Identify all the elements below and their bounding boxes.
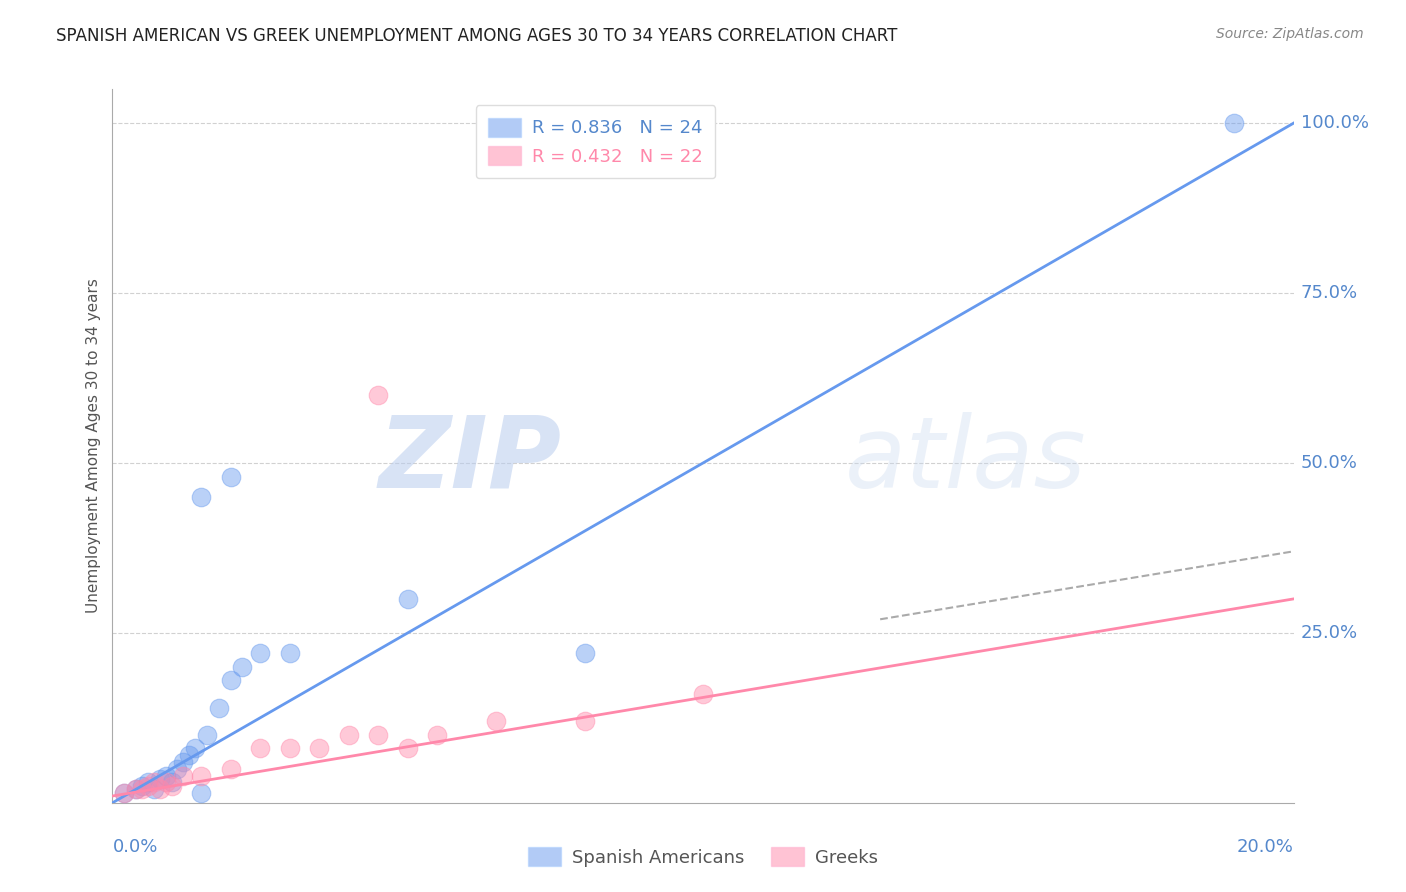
Text: 25.0%: 25.0% xyxy=(1301,624,1358,642)
Point xyxy=(367,388,389,402)
Point xyxy=(278,646,301,660)
Point xyxy=(219,762,242,776)
Point xyxy=(172,769,194,783)
Text: 75.0%: 75.0% xyxy=(1301,284,1358,302)
Text: 50.0%: 50.0% xyxy=(1301,454,1357,472)
Point xyxy=(219,673,242,688)
Point xyxy=(574,714,596,729)
Point xyxy=(308,741,330,756)
Point xyxy=(337,728,360,742)
Point xyxy=(155,775,177,789)
Point xyxy=(190,786,212,800)
Point xyxy=(485,714,508,729)
Point xyxy=(1223,116,1246,130)
Point xyxy=(142,782,165,797)
Point xyxy=(184,741,207,756)
Point xyxy=(125,782,148,797)
Point xyxy=(396,591,419,606)
Point xyxy=(136,779,159,793)
Point xyxy=(249,741,271,756)
Point xyxy=(172,755,194,769)
Text: 0.0%: 0.0% xyxy=(112,838,157,856)
Point xyxy=(149,772,172,786)
Point xyxy=(160,775,183,789)
Text: ZIP: ZIP xyxy=(378,412,561,508)
Point xyxy=(195,728,218,742)
Text: 100.0%: 100.0% xyxy=(1301,114,1368,132)
Point xyxy=(278,741,301,756)
Point xyxy=(160,779,183,793)
Point xyxy=(131,782,153,797)
Point xyxy=(142,775,165,789)
Point xyxy=(112,786,135,800)
Legend: R = 0.836   N = 24, R = 0.432   N = 22: R = 0.836 N = 24, R = 0.432 N = 22 xyxy=(475,105,716,178)
Point xyxy=(249,646,271,660)
Point xyxy=(426,728,449,742)
Point xyxy=(231,660,253,674)
Point xyxy=(367,728,389,742)
Point xyxy=(574,646,596,660)
Y-axis label: Unemployment Among Ages 30 to 34 years: Unemployment Among Ages 30 to 34 years xyxy=(86,278,101,614)
Text: Source: ZipAtlas.com: Source: ZipAtlas.com xyxy=(1216,27,1364,41)
Point xyxy=(112,786,135,800)
Point xyxy=(396,741,419,756)
Point xyxy=(190,769,212,783)
Text: 20.0%: 20.0% xyxy=(1237,838,1294,856)
Point xyxy=(692,687,714,701)
Text: SPANISH AMERICAN VS GREEK UNEMPLOYMENT AMONG AGES 30 TO 34 YEARS CORRELATION CHA: SPANISH AMERICAN VS GREEK UNEMPLOYMENT A… xyxy=(56,27,897,45)
Point xyxy=(219,469,242,483)
Point xyxy=(155,769,177,783)
Point xyxy=(208,700,231,714)
Point xyxy=(131,779,153,793)
Point xyxy=(166,762,188,776)
Text: atlas: atlas xyxy=(845,412,1087,508)
Point xyxy=(149,782,172,797)
Point xyxy=(125,782,148,797)
Legend: Spanish Americans, Greeks: Spanish Americans, Greeks xyxy=(522,840,884,874)
Point xyxy=(136,775,159,789)
Point xyxy=(179,748,201,763)
Point xyxy=(190,490,212,504)
